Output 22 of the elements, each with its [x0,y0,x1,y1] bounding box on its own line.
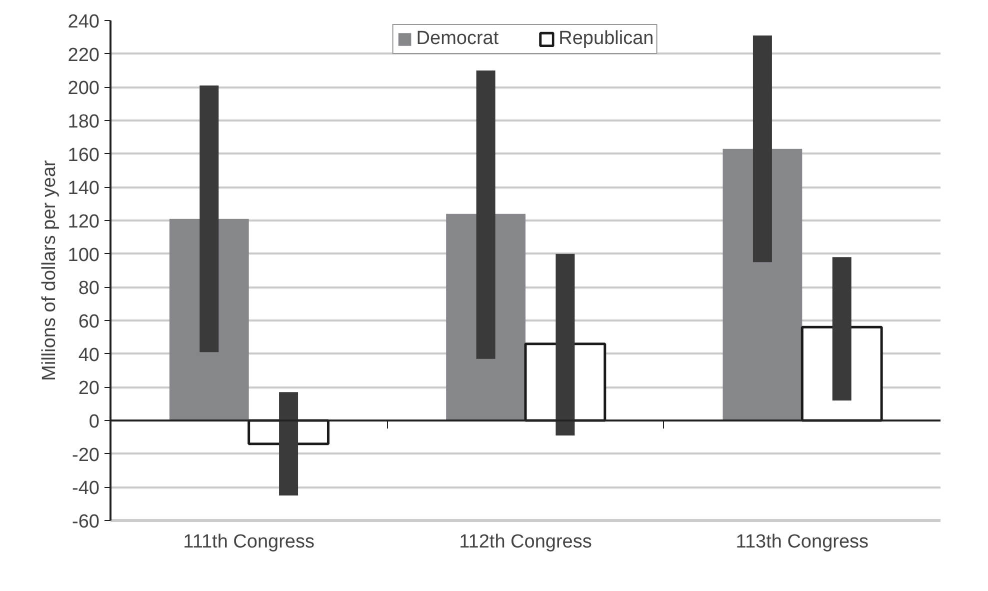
y-tick-label: -40 [72,478,100,500]
x-tick-label: 111th Congress [183,532,314,552]
y-tick-label: 100 [68,244,100,266]
y-tick-label: 220 [68,44,100,66]
y-tick-label: 140 [68,178,100,200]
x-tick-label: 113th Congress [736,532,869,552]
y-tick-label: 120 [68,212,100,232]
legend-label: Democrat [416,28,499,50]
x-tick-label: 112th Congress [459,532,592,552]
y-axis-title: Millions of dollars per year [38,159,60,381]
y-tick-label: 200 [68,78,100,100]
y-tick-label: 40 [78,344,100,366]
y-tick-label: 160 [68,144,100,166]
y-tick-label: -60 [72,512,100,532]
y-tick-label: 60 [78,312,100,332]
y-tick-label: 240 [68,12,100,32]
y-tick-label: -20 [72,444,100,466]
legend-label: Republican [558,28,654,50]
y-tick-label: 20 [78,378,100,400]
y-tick-label: 0 [88,412,100,432]
y-tick-label: 80 [78,278,100,300]
y-tick-label: 180 [68,112,100,132]
